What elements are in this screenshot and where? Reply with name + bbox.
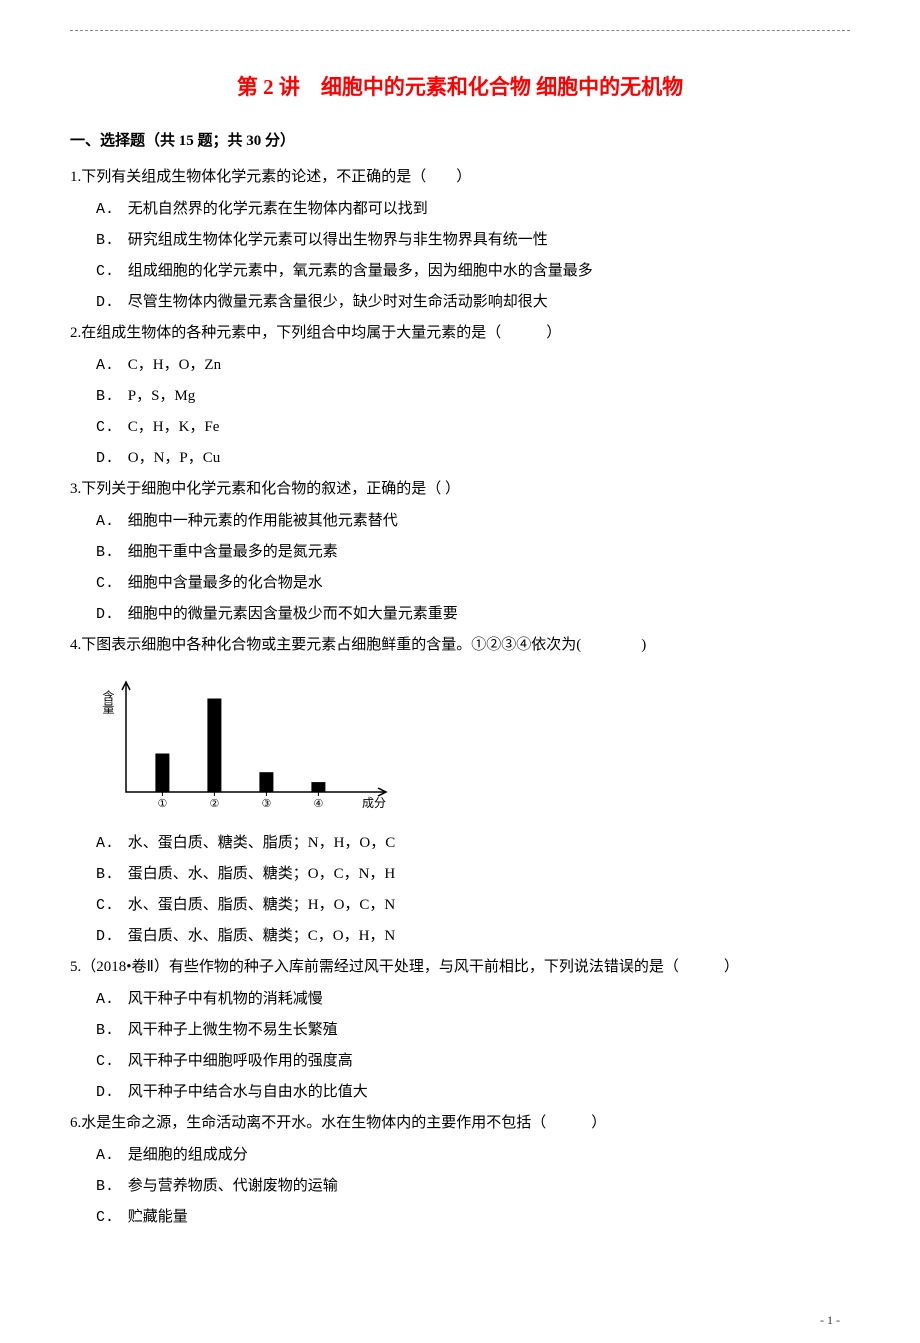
svg-text:成分: 成分 xyxy=(362,796,386,810)
option-d: D. 尽管生物体内微量元素含量很少，缺少时对生命活动影响却很大 xyxy=(70,287,850,318)
option-d: D. 蛋白质、水、脂质、糖类；C，O，H，N xyxy=(70,921,850,952)
option-letter: B. xyxy=(96,382,124,412)
option-c: C. C，H，K，Fe xyxy=(70,412,850,443)
question-text: 1.下列有关组成生物体化学元素的论述，不正确的是（ ） xyxy=(70,162,850,192)
option-d: D. 风干种子中结合水与自由水的比值大 xyxy=(70,1077,850,1108)
option-letter: A. xyxy=(96,829,124,859)
option-letter: A. xyxy=(96,1141,124,1171)
option-a: A. C，H，O，Zn xyxy=(70,350,850,381)
question-text: 4.下图表示细胞中各种化合物或主要元素占细胞鲜重的含量。①②③④依次为( ) xyxy=(70,630,850,660)
svg-text:①: ① xyxy=(157,798,167,810)
option-letter: C. xyxy=(96,1047,124,1077)
option-letter: B. xyxy=(96,538,124,568)
option-a: A. 风干种子中有机物的消耗减慢 xyxy=(70,984,850,1015)
top-divider xyxy=(70,30,850,31)
option-b: B. 研究组成生物体化学元素可以得出生物界与非生物界具有统一性 xyxy=(70,225,850,256)
option-d: D. 细胞中的微量元素因含量极少而不如大量元素重要 xyxy=(70,599,850,630)
option-b: B. 细胞干重中含量最多的是氮元素 xyxy=(70,537,850,568)
option-letter: B. xyxy=(96,860,124,890)
option-a: A. 无机自然界的化学元素在生物体内都可以找到 xyxy=(70,194,850,225)
option-text: 风干种子中细胞呼吸作用的强度高 xyxy=(124,1053,353,1069)
option-a: A. 细胞中一种元素的作用能被其他元素替代 xyxy=(70,506,850,537)
option-text: 风干种子中有机物的消耗减慢 xyxy=(124,991,323,1007)
option-d: D. O，N，P，Cu xyxy=(70,443,850,474)
option-b: B. 蛋白质、水、脂质、糖类；O，C，N，H xyxy=(70,859,850,890)
option-c: C. 细胞中含量最多的化合物是水 xyxy=(70,568,850,599)
option-text: 细胞中一种元素的作用能被其他元素替代 xyxy=(124,513,398,529)
option-text: 风干种子中结合水与自由水的比值大 xyxy=(124,1084,368,1100)
option-c: C. 贮藏能量 xyxy=(70,1202,850,1233)
svg-text:②: ② xyxy=(209,798,219,810)
option-text: 蛋白质、水、脂质、糖类；O，C，N，H xyxy=(124,866,395,882)
option-text: P，S，Mg xyxy=(124,388,195,404)
question-text: 2.在组成生物体的各种元素中，下列组合中均属于大量元素的是（ ） xyxy=(70,318,850,348)
option-text: C，H，O，Zn xyxy=(124,357,221,373)
option-letter: D. xyxy=(96,600,124,630)
option-text: 细胞中含量最多的化合物是水 xyxy=(124,575,323,591)
svg-text:含量: 含量 xyxy=(101,689,115,714)
option-a: A. 是细胞的组成成分 xyxy=(70,1140,850,1171)
option-letter: D. xyxy=(96,922,124,952)
option-letter: C. xyxy=(96,413,124,443)
option-text: 蛋白质、水、脂质、糖类；C，O，H，N xyxy=(124,928,395,944)
option-b: B. 参与营养物质、代谢废物的运输 xyxy=(70,1171,850,1202)
svg-text:④: ④ xyxy=(313,798,323,810)
section-heading: 一、选择题（共 15 题；共 30 分） xyxy=(70,129,850,150)
chart-container: 含量 ① ② ③ ④ 成分 xyxy=(70,674,850,814)
option-text: 尽管生物体内微量元素含量很少，缺少时对生命活动影响却很大 xyxy=(124,294,548,310)
option-letter: D. xyxy=(96,288,124,318)
option-letter: A. xyxy=(96,507,124,537)
option-letter: C. xyxy=(96,569,124,599)
option-text: 是细胞的组成成分 xyxy=(124,1147,248,1163)
page-title: 第 2 讲 细胞中的元素和化合物 细胞中的无机物 xyxy=(70,71,850,101)
option-letter: B. xyxy=(96,226,124,256)
option-letter: D. xyxy=(96,1078,124,1108)
question-text: 6.水是生命之源，生命活动离不开水。水在生物体内的主要作用不包括（ ） xyxy=(70,1108,850,1138)
option-b: B. P，S，Mg xyxy=(70,381,850,412)
option-letter: C. xyxy=(96,891,124,921)
option-text: 细胞中的微量元素因含量极少而不如大量元素重要 xyxy=(124,606,458,622)
option-text: 研究组成生物体化学元素可以得出生物界与非生物界具有统一性 xyxy=(124,232,548,248)
option-letter: B. xyxy=(96,1172,124,1202)
option-letter: D. xyxy=(96,444,124,474)
option-text: 水、蛋白质、脂质、糖类；H，O，C，N xyxy=(124,897,395,913)
option-text: 组成细胞的化学元素中，氧元素的含量最多，因为细胞中水的含量最多 xyxy=(124,263,593,279)
option-text: 贮藏能量 xyxy=(124,1209,188,1225)
option-letter: A. xyxy=(96,985,124,1015)
bar-chart: 含量 ① ② ③ ④ 成分 xyxy=(96,674,396,814)
option-c: C. 风干种子中细胞呼吸作用的强度高 xyxy=(70,1046,850,1077)
option-text: 参与营养物质、代谢废物的运输 xyxy=(124,1178,338,1194)
option-text: 无机自然界的化学元素在生物体内都可以找到 xyxy=(124,201,428,217)
option-b: B. 风干种子上微生物不易生长繁殖 xyxy=(70,1015,850,1046)
option-letter: C. xyxy=(96,257,124,287)
option-c: C. 水、蛋白质、脂质、糖类；H，O，C，N xyxy=(70,890,850,921)
option-text: O，N，P，Cu xyxy=(124,450,220,466)
svg-text:③: ③ xyxy=(261,798,271,810)
option-text: 水、蛋白质、糖类、脂质；N，H，O，C xyxy=(124,835,395,851)
option-c: C. 组成细胞的化学元素中，氧元素的含量最多，因为细胞中水的含量最多 xyxy=(70,256,850,287)
option-letter: A. xyxy=(96,195,124,225)
option-text: C，H，K，Fe xyxy=(124,419,219,435)
option-a: A. 水、蛋白质、糖类、脂质；N，H，O，C xyxy=(70,828,850,859)
option-letter: A. xyxy=(96,351,124,381)
question-text: 3.下列关于细胞中化学元素和化合物的叙述，正确的是（ ） xyxy=(70,474,850,504)
option-letter: C. xyxy=(96,1203,124,1233)
option-text: 细胞干重中含量最多的是氮元素 xyxy=(124,544,338,560)
option-text: 风干种子上微生物不易生长繁殖 xyxy=(124,1022,338,1038)
questions-container: 1.下列有关组成生物体化学元素的论述，不正确的是（ ）A. 无机自然界的化学元素… xyxy=(70,162,850,1233)
option-letter: B. xyxy=(96,1016,124,1046)
question-text: 5.（2018•卷Ⅱ）有些作物的种子入库前需经过风干处理，与风干前相比，下列说法… xyxy=(70,952,850,982)
page-number: - 1 - xyxy=(820,1313,840,1328)
